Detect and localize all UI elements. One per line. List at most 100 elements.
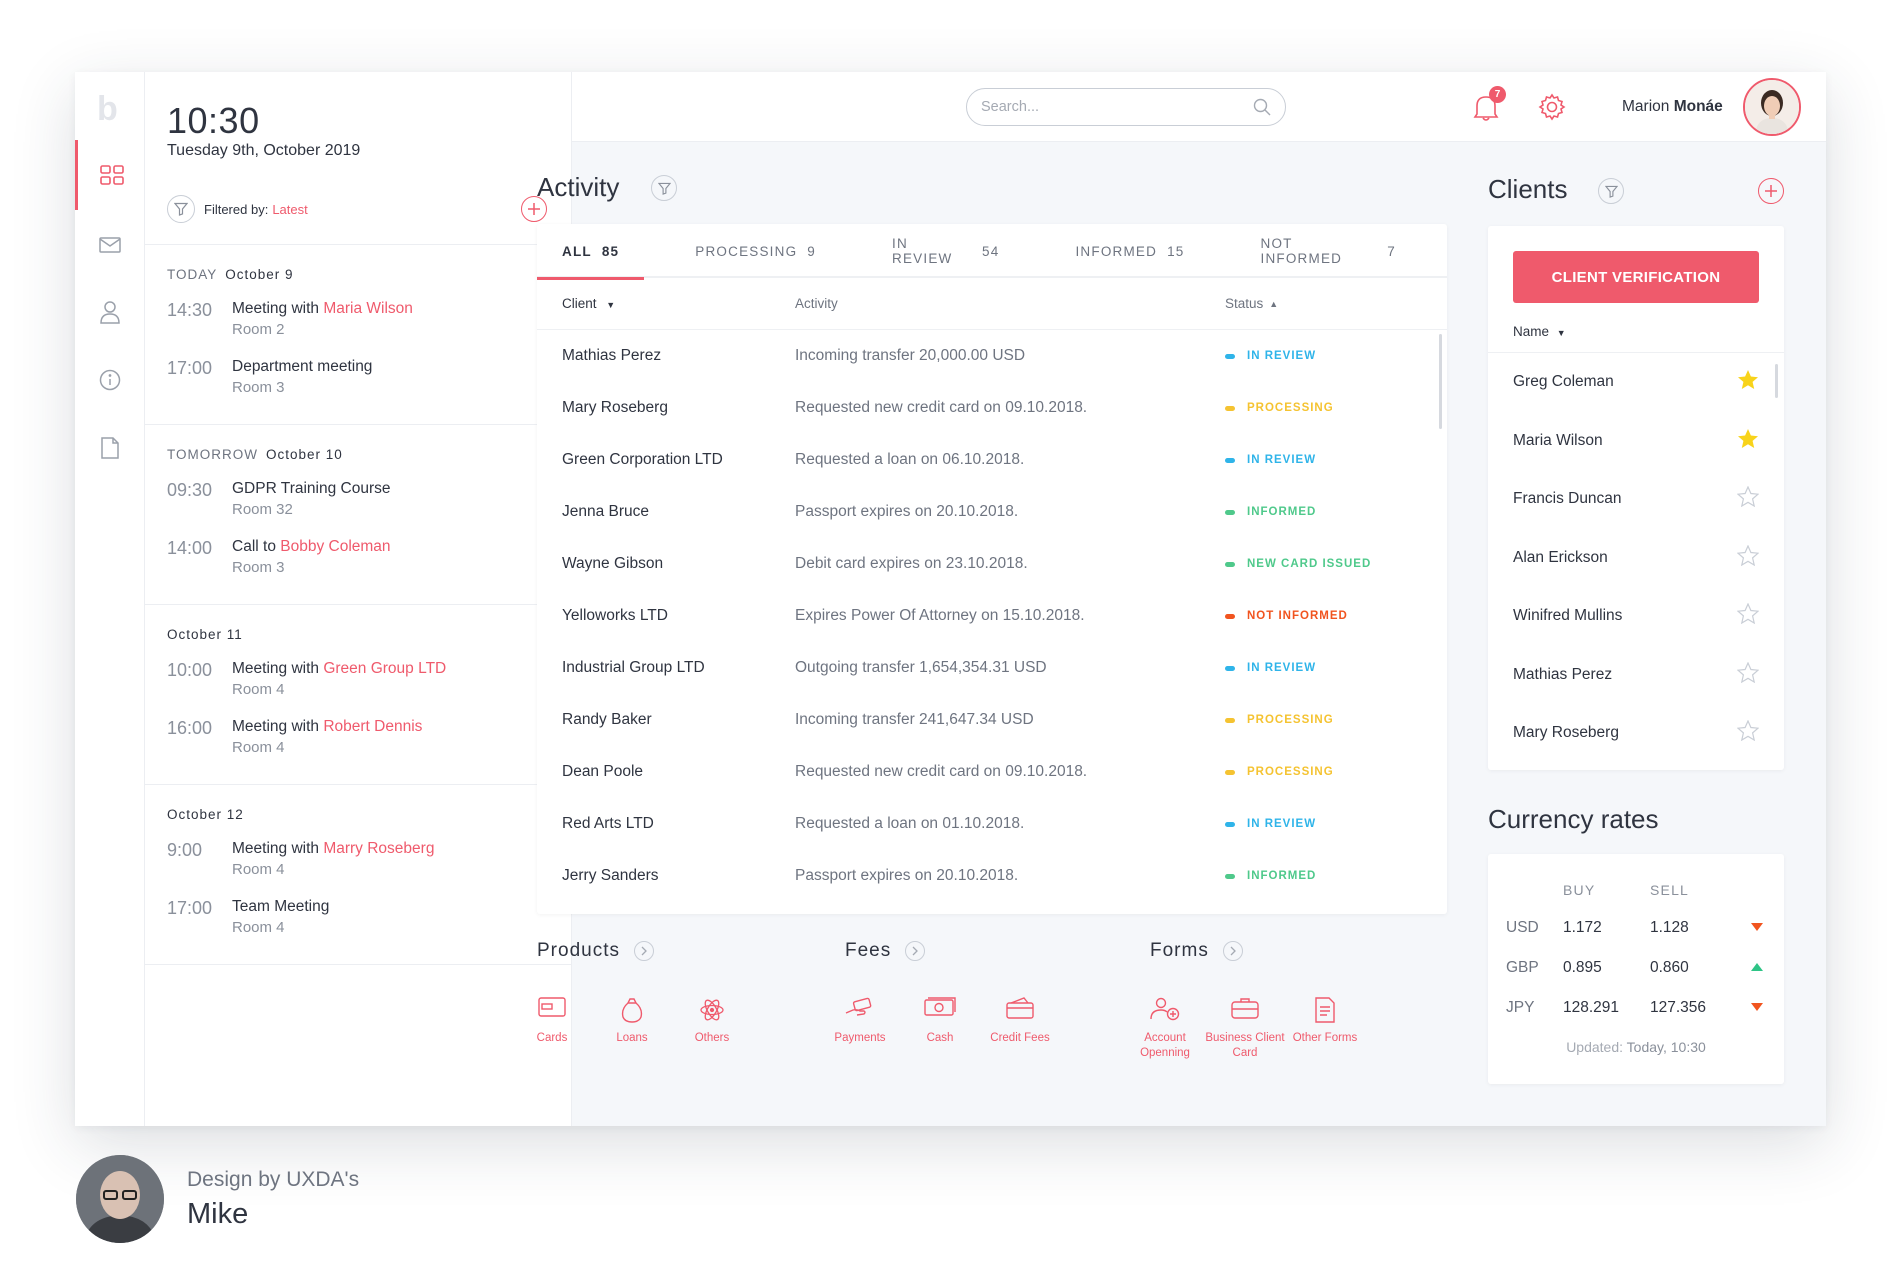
event-body: Department meeting Room 3 [232,358,372,396]
nav-mail[interactable] [75,210,145,280]
column-status[interactable]: Status ▲ [1225,296,1447,311]
search-input[interactable]: Search... [966,88,1286,126]
table-row[interactable]: Red Arts LTD Requested a loan on 01.10.20… [537,798,1447,850]
client-verification-button[interactable]: CLIENT VERIFICATION [1513,251,1759,303]
event-link[interactable]: Maria Wilson [323,300,413,317]
star-filled-icon[interactable] [1737,369,1759,395]
group-more-button[interactable] [633,941,654,961]
quick-link-label: Account Openning [1140,1032,1190,1059]
clients-filter-button[interactable] [1598,178,1624,204]
client-row[interactable]: Alan Erickson [1488,529,1784,588]
tab-in-review[interactable]: IN REVIEW 54 [867,224,1024,278]
quick-link-account-openning[interactable]: Account Openning [1125,997,1205,1061]
table-row[interactable]: Randy Baker Incoming transfer 241,647.34 … [537,694,1447,746]
client-row[interactable]: Greg Coleman [1488,353,1784,412]
client-cell: Green Corporation LTD [562,451,723,468]
table-row[interactable]: Dean Poole Requested new credit card on 0… [537,746,1447,798]
event-time: 09:30 [167,480,213,500]
agenda-event[interactable]: 09:30 GDPR Training Course Room 32 [167,480,550,518]
activity-filter-button[interactable] [651,175,677,201]
table-row[interactable]: Mary Roseberg Requested new credit card o… [537,382,1447,434]
tab-label: PROCESSING [695,243,798,259]
quick-link-payments[interactable]: Payments [820,997,900,1046]
tab-informed[interactable]: INFORMED 15 [1050,224,1209,278]
nav-clients[interactable] [75,277,145,347]
group-title: Forms [1150,940,1243,962]
tab-not-informed[interactable]: NOT INFORMED 7 [1236,224,1422,278]
settings-button[interactable] [1538,93,1566,126]
table-row[interactable]: Jerry Sanders Passport expires on 20.10.2… [537,850,1447,902]
star-outline-icon[interactable] [1736,602,1760,629]
table-row[interactable]: Jenna Bruce Passport expires on 20.10.201… [537,486,1447,538]
add-event-button[interactable] [521,196,547,222]
client-row[interactable]: Mathias Perez [1488,646,1784,705]
star-filled-icon[interactable] [1737,428,1759,454]
nav-dashboard[interactable] [75,140,145,210]
agenda-list[interactable]: TODAY October 9 14:30 Meeting with Maria Wi… [145,244,572,1126]
add-client-button[interactable] [1758,178,1784,204]
client-row[interactable]: Francis Duncan [1488,470,1784,529]
currency-panel: BUY SELL USD 1.172 1.128 GBP 0.895 0.860 JPY 12… [1488,854,1784,1084]
star-outline-icon[interactable] [1736,485,1760,512]
payments-icon [820,997,900,1031]
quick-link-others[interactable]: Others [672,997,752,1046]
user-name[interactable]: Marion Monáe [1622,98,1723,116]
tab-processing[interactable]: PROCESSING 9 [670,224,841,278]
quick-link-cards[interactable]: Cards [512,997,592,1046]
quick-link-other-forms[interactable]: Other Forms [1285,997,1365,1046]
icon-rail: b [75,72,145,1126]
event-link[interactable]: Marry Roseberg [323,840,435,857]
client-name: Francis Duncan [1513,490,1622,508]
client-row[interactable]: Winifred Mullins [1488,587,1784,646]
user-last-name: Monáe [1673,98,1723,115]
form-icon [1285,997,1365,1031]
quick-link-cash[interactable]: Cash [900,997,980,1046]
filter-value[interactable]: Latest [272,201,308,217]
notifications-button[interactable]: 7 [1472,86,1506,122]
agenda-event[interactable]: 10:00 Meeting with Green Group LTD Room 4 [167,660,550,698]
activity-cell: Requested a loan on 01.10.2018. [795,815,1025,832]
client-row[interactable]: Maria Wilson [1488,412,1784,471]
agenda-event[interactable]: 14:00 Call to Bobby Coleman Room 3 [167,538,550,576]
event-link[interactable]: Green Group LTD [323,660,447,677]
day-header: TOMORROW October 10 [167,447,550,462]
name-sort-header[interactable]: Name ▼ [1513,324,1566,339]
agenda-event[interactable]: 16:00 Meeting with Robert Dennis Room 4 [167,718,550,756]
table-row[interactable]: Yelloworks LTD Expires Power Of Attorney … [537,590,1447,642]
agenda-event[interactable]: 17:00 Team Meeting Room 4 [167,898,550,936]
filter-button[interactable] [167,195,195,223]
agenda-event[interactable]: 9:00 Meeting with Marry Roseberg Room 4 [167,840,550,878]
user-photo [1745,80,1799,134]
client-row[interactable]: Mary Roseberg [1488,704,1784,763]
clients-scrollbar[interactable] [1775,364,1778,398]
table-row[interactable]: Wayne Gibson Debit card expires on 23.10.… [537,538,1447,590]
status-dot [1225,613,1235,619]
clients-list: Greg Coleman Maria Wilson Francis Duncan Al… [1488,352,1784,763]
tab-label: INFORMED [1075,243,1158,259]
table-row[interactable]: Industrial Group LTD Outgoing transfer 1,… [537,642,1447,694]
group-more-button[interactable] [1222,941,1243,961]
agenda-event[interactable]: 14:30 Meeting with Maria Wilson Room 2 [167,300,550,338]
column-client[interactable]: Client ▼ [537,296,795,311]
star-outline-icon[interactable] [1736,661,1760,688]
nav-info[interactable] [75,345,145,415]
currency-row: USD 1.172 1.128 [1488,908,1784,948]
quick-link-business-client-card[interactable]: Business Client Card [1205,997,1285,1061]
event-link[interactable]: Robert Dennis [323,718,423,735]
star-outline-icon[interactable] [1736,544,1760,571]
table-scrollbar[interactable] [1439,334,1442,429]
event-room: Room 3 [232,559,285,576]
nav-documents[interactable] [75,413,145,483]
table-row[interactable]: Green Corporation LTD Requested a loan on… [537,434,1447,486]
star-outline-icon[interactable] [1736,719,1760,746]
table-row[interactable]: Mathias Perez Incoming transfer 20,000.00… [537,330,1447,382]
search-icon [1253,98,1271,116]
event-link[interactable]: Bobby Coleman [280,538,391,555]
agenda-event[interactable]: 17:00 Department meeting Room 3 [167,358,550,396]
quick-link-loans[interactable]: Loans [592,997,672,1046]
quick-link-credit-fees[interactable]: Credit Fees [980,997,1060,1046]
tab-all[interactable]: ALL 85 [537,224,645,280]
group-more-button[interactable] [905,941,926,961]
user-avatar[interactable] [1743,78,1801,136]
filter-icon [174,202,188,216]
